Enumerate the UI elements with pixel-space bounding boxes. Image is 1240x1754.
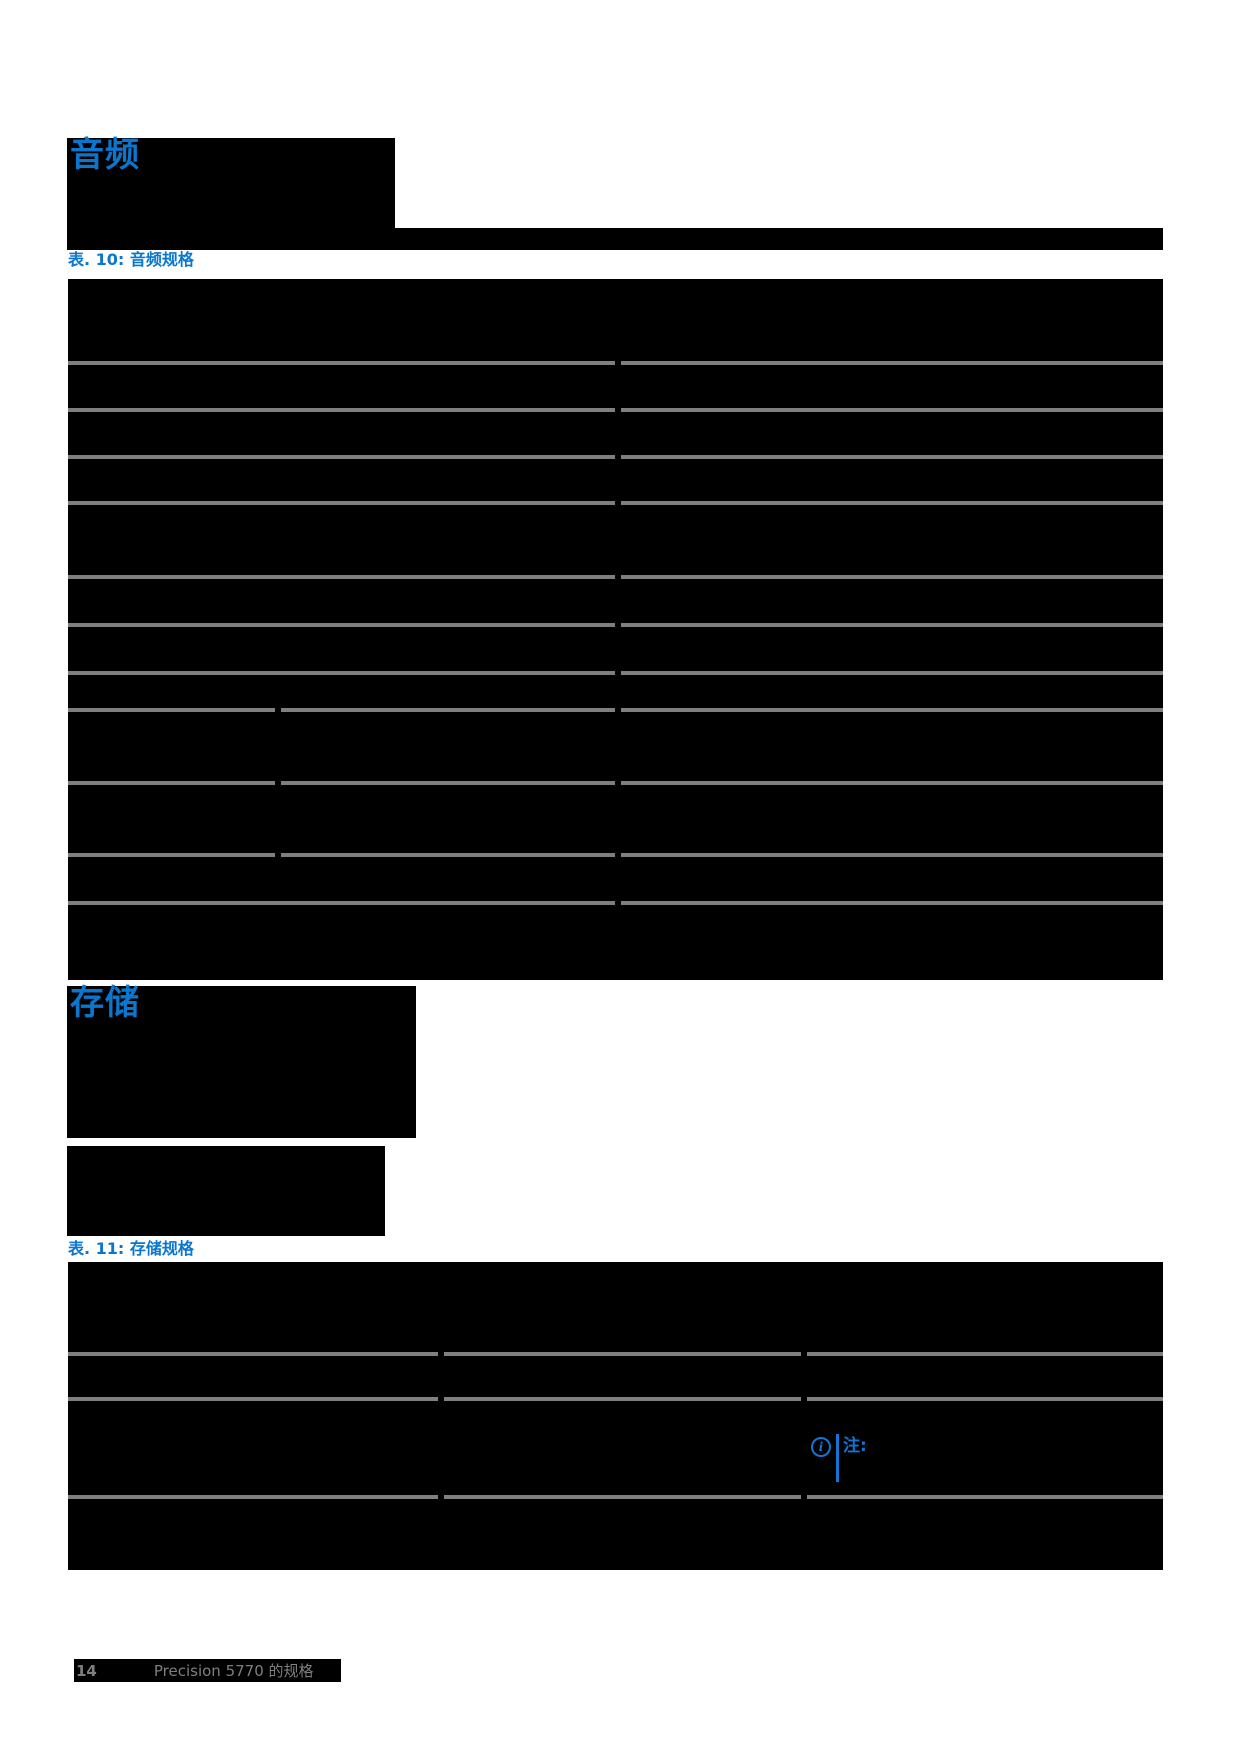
- table-grid-line: [68, 708, 275, 712]
- table-grid-line: [68, 501, 615, 505]
- table-grid-line: [68, 853, 275, 857]
- table-grid-line: [444, 1352, 801, 1356]
- table-grid-line: [621, 901, 1163, 905]
- redacted-storage-heading-block: [67, 986, 416, 1138]
- info-icon: i: [811, 1437, 831, 1457]
- table-grid-line: [621, 781, 1163, 785]
- audio-section-heading: 音频: [70, 135, 140, 175]
- table-grid-line: [68, 575, 615, 579]
- table-grid-line: [281, 708, 615, 712]
- redacted-storage-table: [68, 1262, 1163, 1570]
- footer-document-title: Precision 5770 的规格: [153, 1662, 314, 1680]
- table-grid-line: [621, 671, 1163, 675]
- table-grid-line: [621, 408, 1163, 412]
- table-grid-line: [621, 575, 1163, 579]
- table-grid-line: [807, 1495, 1163, 1499]
- audio-table-caption: 表. 10: 音频规格: [68, 250, 194, 269]
- note-label: 注:: [843, 1436, 867, 1456]
- page-footer: 14 Precision 5770 的规格: [74, 1659, 341, 1682]
- table-grid-line: [68, 623, 615, 627]
- table-grid-line: [444, 1495, 801, 1499]
- table-grid-line: [807, 1397, 1163, 1401]
- redacted-storage-paragraph: [67, 1146, 385, 1236]
- table-grid-line: [68, 781, 275, 785]
- table-grid-line: [281, 781, 615, 785]
- table-grid-line: [68, 361, 615, 365]
- table-grid-line: [281, 853, 615, 857]
- table-grid-line: [621, 623, 1163, 627]
- footer-page-number: 14: [76, 1661, 97, 1680]
- table-grid-line: [68, 1352, 438, 1356]
- table-grid-line: [68, 455, 615, 459]
- table-grid-line: [621, 853, 1163, 857]
- table-grid-line: [444, 1397, 801, 1401]
- table-grid-line: [68, 901, 615, 905]
- redacted-audio-intro-strip: [67, 228, 1163, 250]
- table-grid-line: [621, 361, 1163, 365]
- storage-table-caption: 表. 11: 存储规格: [68, 1239, 194, 1258]
- table-grid-line: [621, 501, 1163, 505]
- note-divider-line: [836, 1434, 839, 1482]
- redacted-audio-heading-block: [67, 138, 395, 228]
- table-grid-line: [68, 1397, 438, 1401]
- table-grid-line: [621, 708, 1163, 712]
- table-grid-line: [68, 671, 615, 675]
- table-grid-line: [621, 455, 1163, 459]
- table-grid-line: [807, 1352, 1163, 1356]
- storage-section-heading: 存储: [70, 983, 140, 1023]
- table-grid-line: [68, 408, 615, 412]
- table-grid-line: [68, 1495, 438, 1499]
- redacted-audio-table: [68, 279, 1163, 980]
